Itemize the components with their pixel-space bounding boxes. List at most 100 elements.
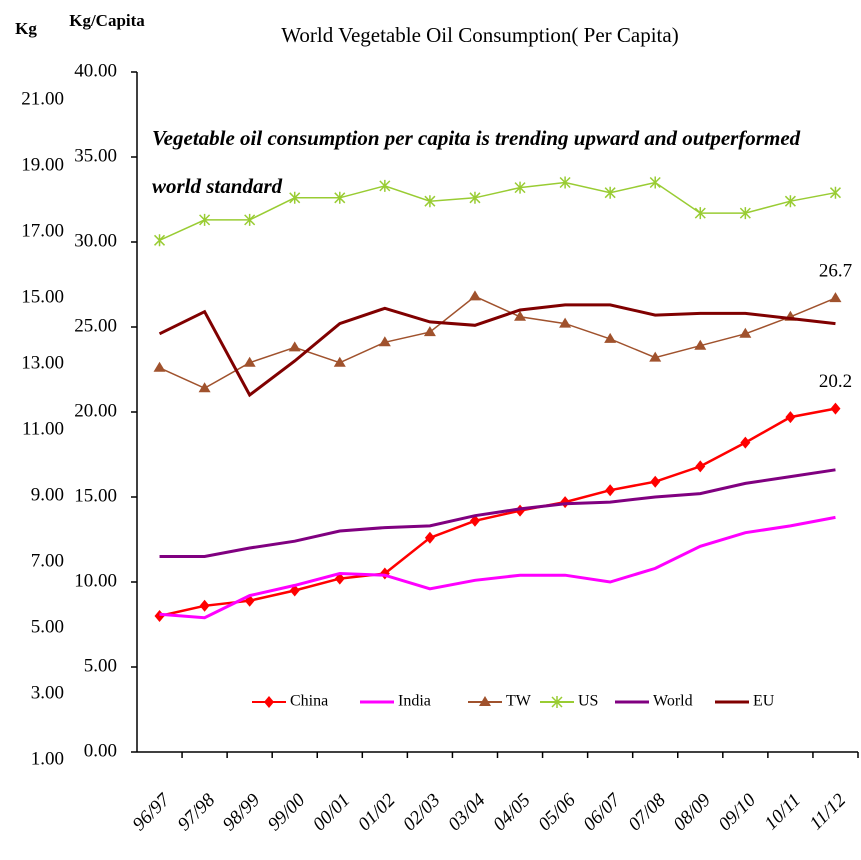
series-line [159, 468, 836, 558]
x-tick-label: 02/03 [399, 790, 444, 835]
marker [288, 341, 301, 352]
marker [559, 176, 571, 189]
marker [468, 290, 481, 301]
marker [333, 356, 346, 367]
x-tick-label: 09/10 [715, 789, 761, 835]
y2-tick-label: 3.00 [31, 682, 64, 703]
series-line [159, 407, 836, 618]
y-axis-label: Kg/Capita [69, 11, 145, 30]
y-tick-label: 30.00 [74, 230, 117, 251]
y2-tick-label: 11.00 [22, 418, 64, 439]
marker [514, 310, 527, 321]
marker [334, 191, 346, 204]
annotation: Vegetable oil consumption per capita is … [152, 126, 801, 198]
marker [424, 531, 435, 544]
legend-label: EU [753, 693, 775, 710]
marker [739, 207, 751, 220]
annotation-line: Vegetable oil consumption per capita is … [152, 126, 801, 150]
y2-tick-label: 21.00 [21, 88, 64, 109]
x-tick-label: 04/05 [489, 790, 534, 835]
marker [424, 195, 436, 208]
marker [154, 234, 166, 247]
marker [694, 339, 707, 350]
marker [469, 191, 481, 204]
marker [378, 336, 391, 347]
marker [559, 317, 572, 328]
y-tick-label: 25.00 [74, 315, 117, 336]
x-tick-label: 06/07 [579, 789, 626, 836]
marker [604, 332, 617, 343]
x-tick-label: 98/99 [219, 789, 265, 835]
x-tick-label: 10/11 [761, 790, 805, 834]
marker [199, 213, 211, 226]
x-tick-label: 08/09 [669, 789, 715, 835]
marker [650, 475, 661, 488]
y-tick-label: 5.00 [84, 655, 117, 676]
x-tick-label: 03/04 [444, 789, 490, 835]
marker [514, 181, 526, 194]
x-tick-label: 99/00 [264, 789, 310, 835]
data-label: 26.7 [819, 260, 852, 281]
y-tick-label: 20.00 [74, 400, 117, 421]
data-label: 20.2 [819, 371, 852, 392]
x-tick-label: 01/02 [354, 789, 400, 835]
chart-title: World Vegetable Oil Consumption( Per Cap… [281, 23, 678, 47]
x-tick-label: 11/12 [806, 789, 851, 834]
marker [829, 186, 841, 199]
marker [829, 292, 842, 303]
legend-label: TW [506, 693, 532, 710]
series-line [158, 303, 836, 398]
marker [785, 411, 796, 424]
y2-tick-label: 17.00 [21, 220, 64, 241]
marker [560, 496, 571, 509]
series-line [159, 295, 836, 390]
marker [289, 191, 301, 204]
y2-axis-label: Kg [15, 19, 37, 38]
marker [243, 356, 256, 367]
marker [739, 327, 752, 338]
y2-tick-label: 9.00 [31, 484, 64, 505]
series-line [159, 515, 836, 620]
x-tick-label: 00/01 [309, 790, 354, 835]
y2-tick-label: 7.00 [31, 550, 64, 571]
marker [784, 195, 796, 208]
marker [198, 382, 211, 393]
legend-label: US [578, 693, 598, 710]
y-tick-label: 40.00 [74, 60, 117, 81]
marker [479, 696, 491, 706]
y2-tick-label: 1.00 [31, 748, 64, 769]
marker [244, 213, 256, 226]
y-tick-label: 10.00 [74, 570, 117, 591]
marker [153, 361, 166, 372]
marker [830, 402, 841, 415]
marker [604, 186, 616, 199]
y-tick-label: 15.00 [74, 485, 117, 506]
annotation-line: world standard [152, 174, 283, 198]
marker [423, 326, 436, 337]
series-line [159, 181, 836, 241]
y2-tick-label: 19.00 [21, 154, 64, 175]
x-tick-label: 05/06 [534, 789, 580, 835]
marker [695, 460, 706, 473]
y-tick-label: 35.00 [74, 145, 117, 166]
y2-tick-label: 13.00 [21, 352, 64, 373]
marker [649, 176, 661, 189]
legend-label: China [290, 693, 328, 710]
marker [551, 696, 563, 708]
marker [379, 179, 391, 192]
marker [264, 696, 274, 708]
x-tick-label: 96/97 [129, 789, 176, 836]
marker [199, 599, 210, 612]
y2-tick-label: 15.00 [21, 286, 64, 307]
legend-label: World [653, 693, 693, 710]
marker [694, 207, 706, 220]
marker [649, 351, 662, 362]
marker [740, 436, 751, 449]
x-tick-label: 97/98 [174, 789, 220, 835]
legend-label: India [398, 693, 431, 710]
y-tick-label: 0.00 [84, 740, 117, 761]
marker [605, 484, 616, 497]
y2-tick-label: 5.00 [31, 616, 64, 637]
x-tick-label: 07/08 [624, 789, 670, 835]
